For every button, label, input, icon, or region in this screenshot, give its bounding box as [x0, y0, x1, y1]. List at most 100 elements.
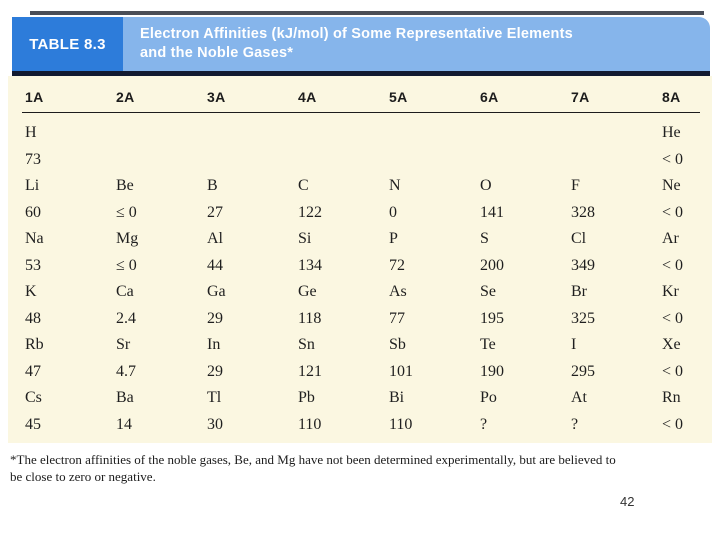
element-value: 29	[207, 309, 223, 327]
element-cell-si: Si 134	[298, 226, 389, 279]
column-header-1a: 1A	[25, 89, 44, 105]
element-cell-c: C 122	[298, 173, 389, 226]
element-value: 14	[116, 415, 132, 433]
element-symbol: Pb	[298, 389, 315, 406]
element-symbol: K	[25, 283, 37, 300]
column-header-2a: 2A	[116, 89, 135, 105]
electron-affinity-table: 1A 2A 3A 4A 5A 6A 7A 8A H 73 He < 0 Li 60 Be ≤ …	[8, 76, 712, 443]
element-value: 30	[207, 415, 223, 433]
element-symbol: Sr	[116, 336, 131, 353]
element-cell-al: Al 44	[207, 226, 298, 279]
element-cell-li: Li 60	[25, 173, 116, 226]
element-value: 48	[25, 309, 41, 327]
element-symbol: Po	[480, 389, 497, 406]
element-value: 122	[298, 203, 322, 221]
element-symbol: Kr	[662, 283, 679, 300]
element-value: 325	[571, 309, 595, 327]
element-cell-he: He < 0	[662, 120, 712, 173]
element-cell-h: H 73	[25, 120, 116, 173]
element-symbol: Be	[116, 177, 134, 194]
element-cell-f: F 328	[571, 173, 662, 226]
table-top-rule	[30, 11, 704, 15]
element-symbol: As	[389, 283, 407, 300]
element-symbol: Cl	[571, 230, 587, 247]
column-header-rule	[22, 112, 700, 113]
element-symbol: Xe	[662, 336, 681, 353]
element-value: 328	[571, 203, 595, 221]
element-value: 29	[207, 362, 223, 380]
column-header-6a: 6A	[480, 89, 499, 105]
element-symbol: Sn	[298, 336, 315, 353]
element-symbol: Ne	[662, 177, 681, 194]
element-value: 44	[207, 256, 223, 274]
element-value: 45	[25, 415, 41, 433]
element-symbol: Se	[480, 283, 496, 300]
empty-cell	[116, 120, 207, 173]
element-value: 4.7	[116, 362, 136, 380]
column-header-4a: 4A	[298, 89, 317, 105]
element-cell-na: Na 53	[25, 226, 116, 279]
element-cell-bi: Bi 110	[389, 385, 480, 438]
element-cell-ge: Ge 118	[298, 279, 389, 332]
element-value: 295	[571, 362, 595, 380]
slide-page-number: 42	[620, 494, 635, 509]
empty-cell	[571, 120, 662, 173]
element-value: < 0	[662, 150, 684, 168]
element-value: 195	[480, 309, 504, 327]
element-value: 349	[571, 256, 595, 274]
element-symbol: Na	[25, 230, 44, 247]
element-symbol: O	[480, 177, 492, 194]
element-cell-mg: Mg ≤ 0	[116, 226, 207, 279]
element-cell-cl: Cl 349	[571, 226, 662, 279]
element-symbol: I	[571, 336, 577, 353]
element-symbol: Al	[207, 230, 223, 247]
element-symbol: Sb	[389, 336, 406, 353]
element-cell-xe: Xe < 0	[662, 332, 712, 385]
element-cell-rb: Rb 47	[25, 332, 116, 385]
element-value: 60	[25, 203, 41, 221]
element-symbol: Si	[298, 230, 312, 247]
element-symbol: Rn	[662, 389, 681, 406]
table-title-line1: Electron Affinities (kJ/mol) of Some Rep…	[140, 25, 573, 42]
element-cell-br: Br 325	[571, 279, 662, 332]
element-symbol: Li	[25, 177, 40, 194]
column-header-5a: 5A	[389, 89, 408, 105]
element-cell-rn: Rn < 0	[662, 385, 712, 438]
element-cell-s: S 200	[480, 226, 571, 279]
element-value: 73	[25, 150, 41, 168]
element-value: 77	[389, 309, 405, 327]
element-cell-as: As 77	[389, 279, 480, 332]
element-value: 27	[207, 203, 223, 221]
element-symbol: F	[571, 177, 580, 194]
element-cell-ba: Ba 14	[116, 385, 207, 438]
element-value: 121	[298, 362, 322, 380]
element-cell-ne: Ne < 0	[662, 173, 712, 226]
element-cell-sr: Sr 4.7	[116, 332, 207, 385]
header-bottom-rule	[12, 71, 710, 76]
element-cell-o: O 141	[480, 173, 571, 226]
column-header-3a: 3A	[207, 89, 226, 105]
element-symbol: P	[389, 230, 398, 247]
element-cell-ca: Ca 2.4	[116, 279, 207, 332]
column-header-8a: 8A	[662, 89, 681, 105]
element-symbol: C	[298, 177, 309, 194]
table-number-badge: TABLE 8.3	[12, 17, 123, 71]
element-value: ?	[480, 415, 488, 433]
element-cell-te: Te 190	[480, 332, 571, 385]
element-cell-in: In 29	[207, 332, 298, 385]
table-title-line2: and the Noble Gases*	[140, 45, 294, 61]
element-symbol: Ge	[298, 283, 317, 300]
element-cell-at: At?	[571, 385, 662, 438]
element-value: < 0	[662, 362, 684, 380]
element-value: 47	[25, 362, 41, 380]
element-value: ?	[571, 415, 579, 433]
element-value: 190	[480, 362, 504, 380]
element-cell-tl: Tl 30	[207, 385, 298, 438]
element-cell-ga: Ga 29	[207, 279, 298, 332]
element-value: 2.4	[116, 309, 136, 327]
empty-cell	[389, 120, 480, 173]
element-cell-be: Be ≤ 0	[116, 173, 207, 226]
element-symbol: Rb	[25, 336, 44, 353]
element-cell-po: Po?	[480, 385, 571, 438]
element-value: < 0	[662, 309, 684, 327]
